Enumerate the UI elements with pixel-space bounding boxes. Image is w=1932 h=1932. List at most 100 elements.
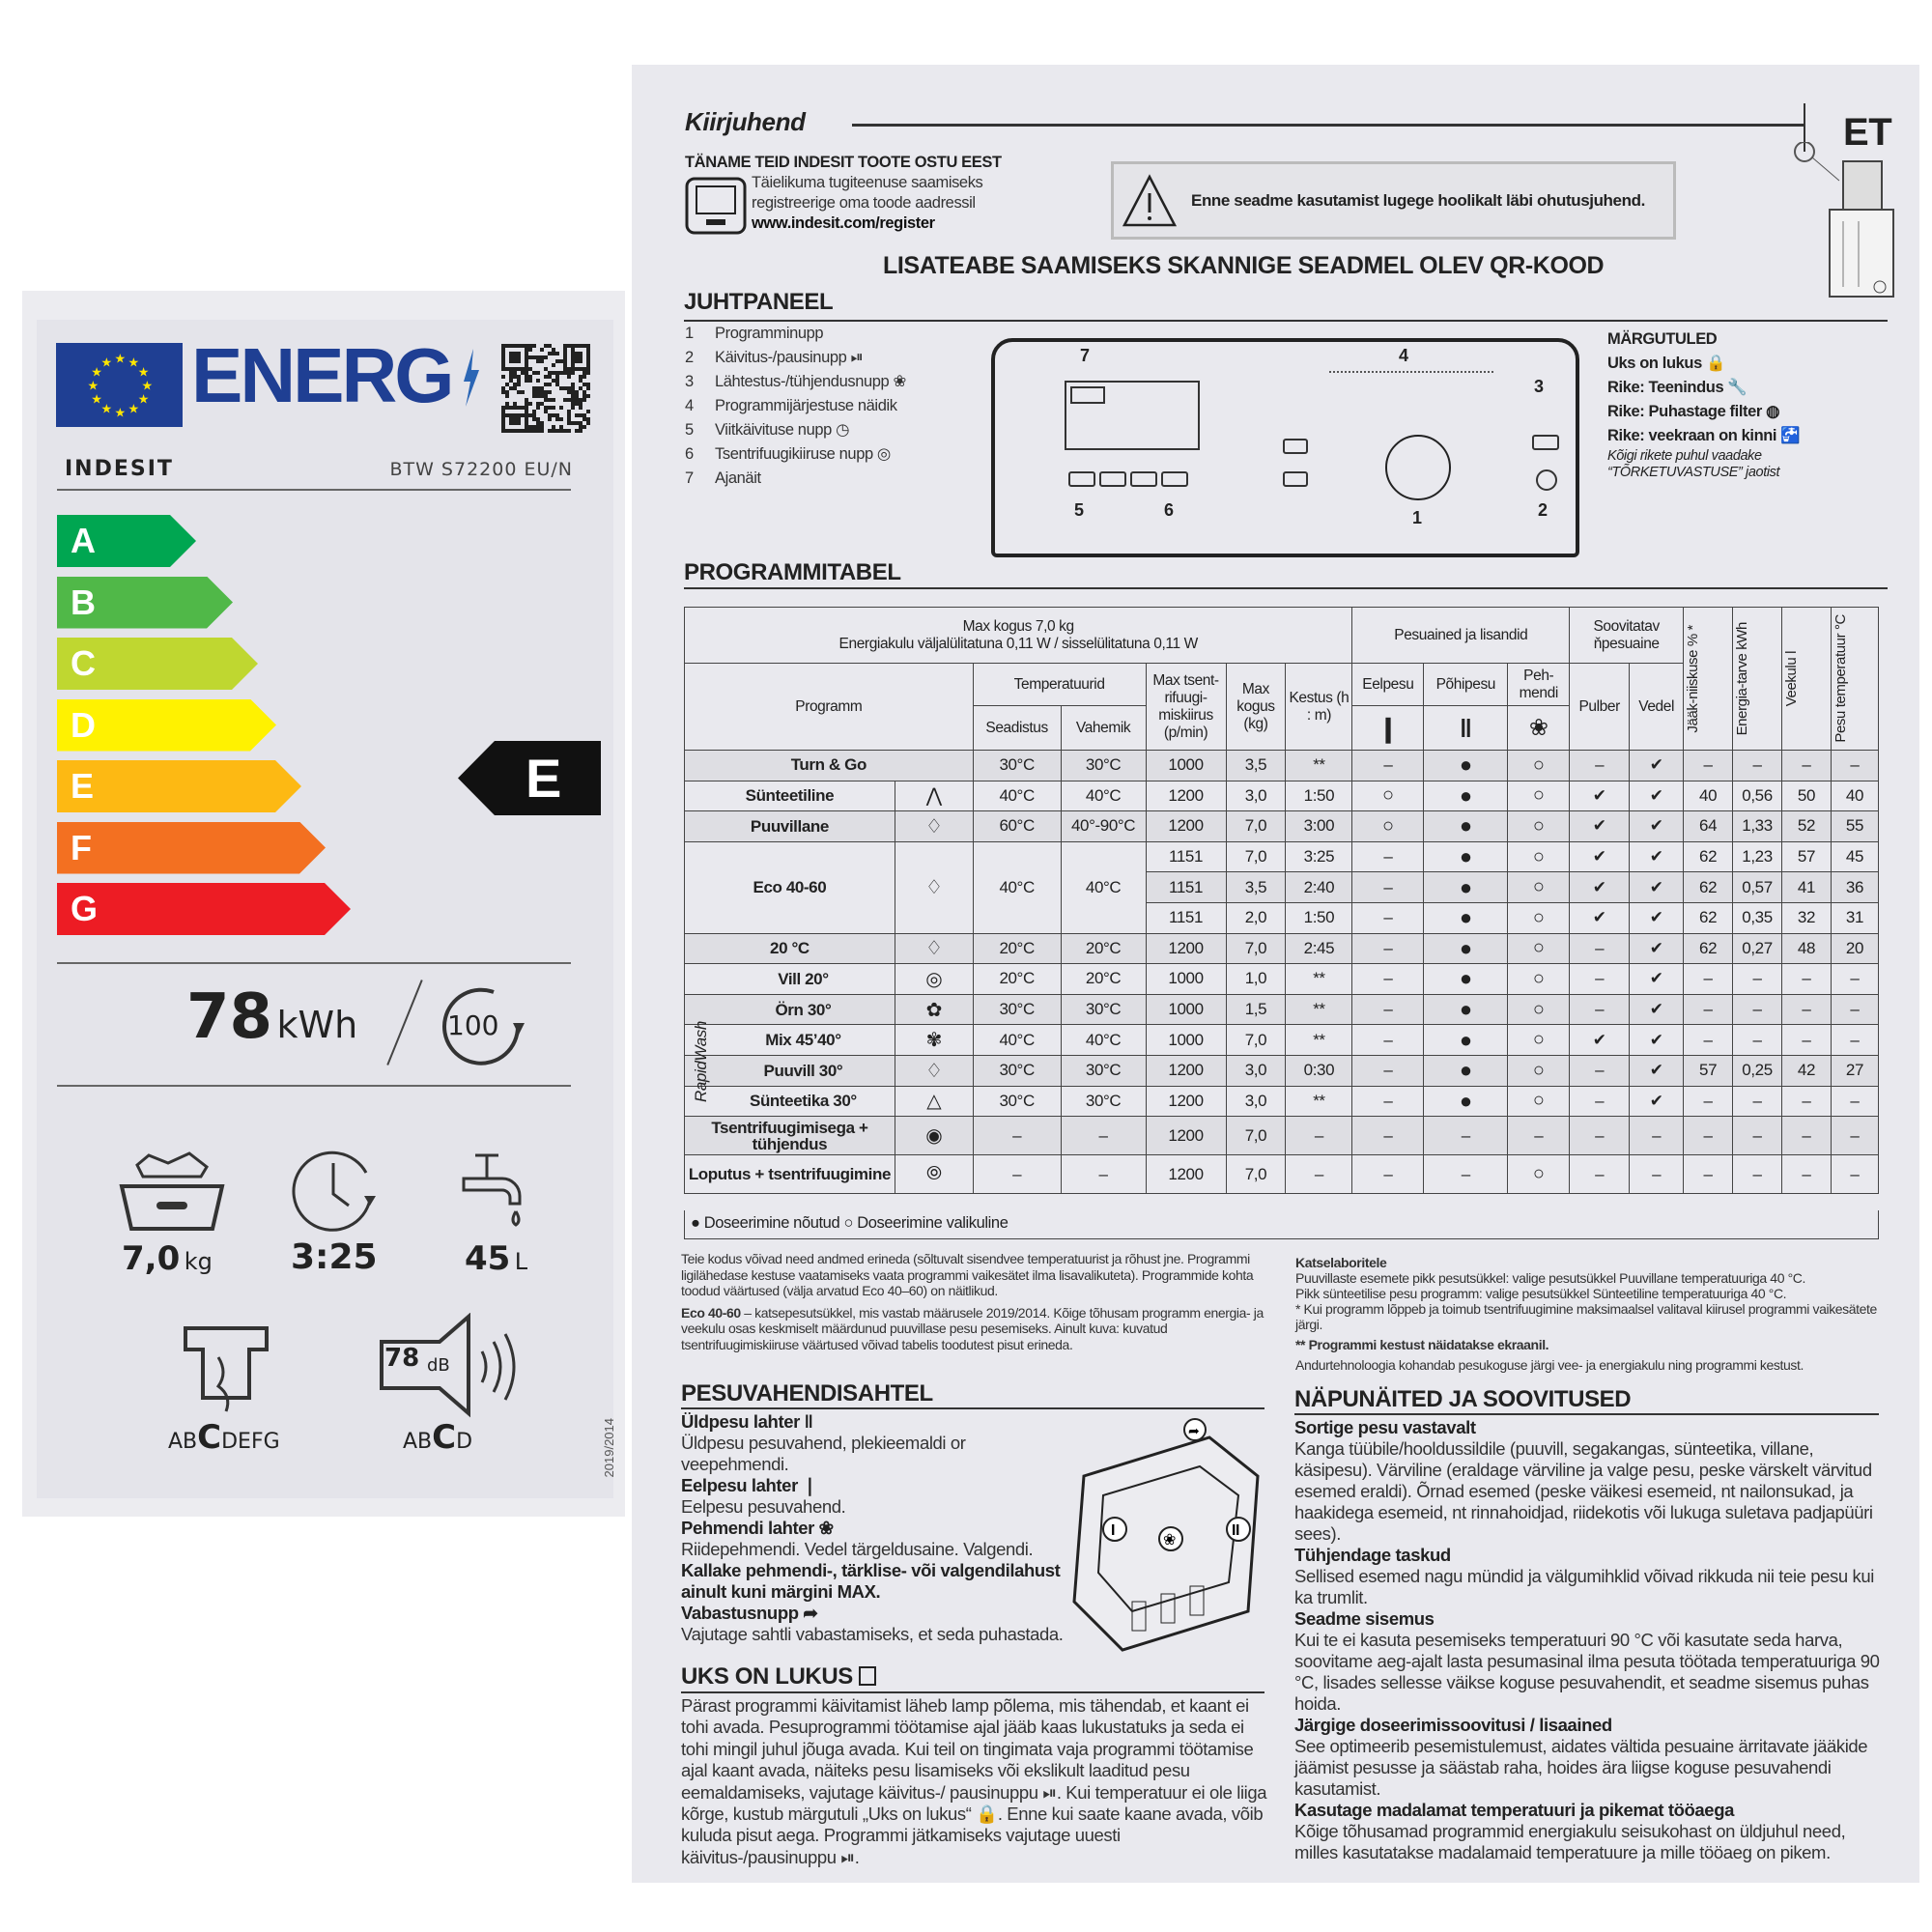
- option-button[interactable]: [1283, 439, 1308, 454]
- spin-speed-button[interactable]: [1161, 471, 1188, 487]
- eu-star-icon: ★: [128, 355, 140, 369]
- col-temperatures: Temperatuurid: [972, 663, 1147, 706]
- option-button[interactable]: [1283, 471, 1308, 487]
- cell-wash-temp: –: [1830, 1085, 1880, 1118]
- reset-drain-button[interactable]: [1532, 435, 1559, 450]
- quick-guide-leaflet: Kiirjuhend ET TÄNAME TEID INDESIT TOOTE …: [632, 65, 1919, 1883]
- register-url[interactable]: www.indesit.com/register: [752, 214, 935, 232]
- required-dot-icon: ●: [691, 1214, 700, 1232]
- cell-moisture: –: [1683, 750, 1734, 781]
- spin-class-after: DEFG: [221, 1430, 280, 1454]
- cell-moisture: –: [1683, 1154, 1734, 1195]
- temp-range: 40°C: [1060, 840, 1147, 934]
- prewash-compartment-icon: ❙: [1351, 705, 1425, 751]
- tip-text: Kui te ei kasuta pesemiseks temperatuuri…: [1294, 1630, 1880, 1714]
- cell-prewash: –: [1351, 1024, 1425, 1056]
- control-panel-heading: JUHTPANEEL: [684, 289, 834, 315]
- callout-7: 7: [1080, 346, 1090, 365]
- program-name: Sünteetiline: [684, 780, 895, 812]
- cell-duration: –: [1285, 1154, 1353, 1195]
- cell-wash-temp: –: [1830, 993, 1880, 1026]
- indicator-filter: Rike: Puhastage filter ◍: [1607, 403, 1780, 420]
- item-label: Programminupp: [715, 325, 824, 342]
- cell-softener: ○: [1507, 901, 1571, 934]
- temp-setting: 30°C: [972, 1054, 1062, 1087]
- thanks-title: TÄNAME TEID INDESIT TOOTE OSTU EEST: [685, 154, 1002, 171]
- program-name: Eco 40-60: [684, 840, 895, 934]
- cell-wash-temp: –: [1830, 1024, 1880, 1056]
- cell-softener: ○: [1507, 780, 1571, 812]
- program-knob[interactable]: [1385, 435, 1451, 500]
- cell-softener: ○: [1507, 750, 1571, 781]
- cell-liquid: ✔: [1629, 901, 1685, 934]
- cell-water: 42: [1781, 1054, 1832, 1087]
- cell-wash-temp: 45: [1830, 840, 1880, 873]
- cell-powder: –: [1569, 1054, 1631, 1087]
- table-row: Turn & Go 30°C 30°C 1000 3,5 ** – ● ○ – ✔ – – – –: [684, 750, 1880, 781]
- cell-water: 41: [1781, 871, 1832, 903]
- cell-water: –: [1781, 1116, 1832, 1156]
- eu-star-icon: ★: [101, 402, 113, 416]
- cell-energy: –: [1732, 750, 1782, 781]
- cell-load: 7,0: [1225, 840, 1287, 873]
- cell-softener: ○: [1507, 1154, 1571, 1195]
- control-panel-item: 3 Lähtestus-/tühjendusnupp ❀: [685, 370, 906, 394]
- noise-speaker-icon: [380, 1313, 516, 1418]
- program-name: Puuvill 30°: [684, 1054, 895, 1087]
- temp-setting: 40°C: [972, 780, 1062, 812]
- cell-water: 57: [1781, 840, 1832, 873]
- panel-button[interactable]: [1130, 471, 1157, 487]
- panel-button[interactable]: [1099, 471, 1126, 487]
- cell-duration: **: [1285, 750, 1353, 781]
- cell-energy: –: [1732, 1154, 1782, 1195]
- start-pause-button[interactable]: [1536, 469, 1557, 491]
- energy-class-g: G: [57, 883, 351, 935]
- laundry-basket-icon: [119, 1151, 225, 1231]
- control-panel-item: 6 Tsentrifuugikiiruse nupp ◎: [685, 442, 906, 467]
- cell-liquid: ✔: [1629, 963, 1685, 995]
- door-locked-text: Pärast programmi käivitamist läheb lamp …: [681, 1695, 1267, 1867]
- cell-powder: ✔: [1569, 871, 1631, 903]
- table-notes: Teie kodus võivad need andmed erineda (s…: [681, 1251, 1280, 1352]
- cell-water: –: [1781, 1085, 1832, 1118]
- cell-spin: 1151: [1145, 871, 1227, 903]
- delay-start-button[interactable]: [1068, 471, 1095, 487]
- col-spin: Max tsent-rifuugi-miskiirus (p/min): [1145, 663, 1227, 751]
- cell-softener: ○: [1507, 1085, 1571, 1118]
- softener-compartment-icon: ❀: [1507, 705, 1571, 751]
- cell-energy: 0,56: [1732, 780, 1782, 812]
- divider: [57, 489, 571, 491]
- cell-wash-temp: 31: [1830, 901, 1880, 934]
- energy-value: 78: [186, 981, 273, 1053]
- cell-moisture: 62: [1683, 840, 1734, 873]
- cell-powder: –: [1569, 1116, 1631, 1156]
- energy-title: ENERG: [191, 332, 454, 418]
- energy-class-c: C: [57, 638, 258, 690]
- cell-wash-temp: 40: [1830, 780, 1880, 812]
- mainwash-compartment-icon: ‖: [1423, 705, 1509, 751]
- cell-mainwash: ●: [1423, 993, 1509, 1026]
- divider: [57, 1085, 571, 1087]
- table-row: Sünteetiline ⋀ 40°C 40°C 1200 3,0 1:50 ○ ● ○ ✔ ✔ 40 0…: [684, 780, 1880, 812]
- rapidwash-label: RapidWash: [692, 1021, 710, 1103]
- cell-powder: ✔: [1569, 810, 1631, 842]
- cell-duration: 3:00: [1285, 810, 1353, 842]
- cell-load: 7,0: [1225, 1116, 1287, 1156]
- cell-energy: –: [1732, 1024, 1782, 1056]
- temp-range: 20°C: [1060, 963, 1147, 995]
- noise-value: 78: [384, 1344, 420, 1373]
- col-mainwash: Põhipesu: [1423, 663, 1509, 706]
- cell-powder: –: [1569, 993, 1631, 1026]
- eu-star-icon: ★: [138, 392, 150, 407]
- qr-heading: LISATEABE SAAMISEKS SKANNIGE SEADMEL OLE…: [883, 252, 1605, 279]
- eu-star-icon: ★: [115, 406, 127, 420]
- section-rule: [681, 1407, 1264, 1409]
- indicator-service: Rike: Teenindus 🔧: [1607, 379, 1747, 396]
- cell-wash-temp: –: [1830, 963, 1880, 995]
- drawer-heading: PESUVAHENDISAHTEL: [681, 1380, 933, 1406]
- item-number: 6: [685, 445, 694, 463]
- section-rule: [1294, 1413, 1879, 1415]
- cell-water: 48: [1781, 932, 1832, 965]
- svg-text:❀: ❀: [1163, 1532, 1176, 1548]
- cell-liquid: –: [1629, 1116, 1685, 1156]
